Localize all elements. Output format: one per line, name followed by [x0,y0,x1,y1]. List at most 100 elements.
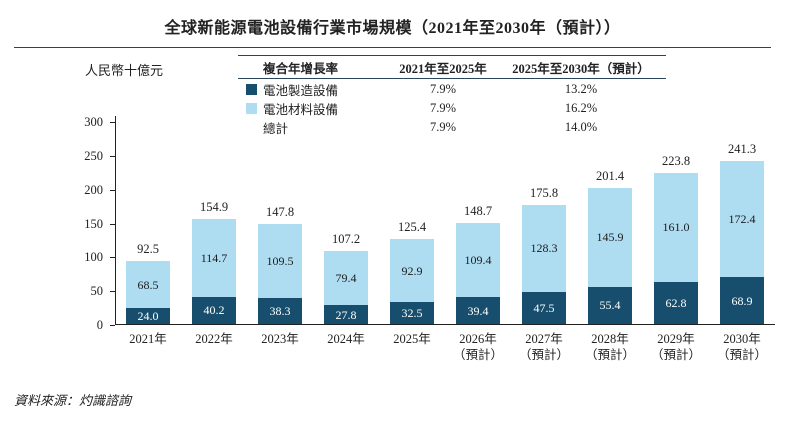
bar-segment-value: 38.3 [269,304,291,319]
source-note: 資料來源：灼識諮詢 [14,393,132,408]
cagr-row-value-1: 7.9% [429,81,457,96]
x-axis-category-label: 2030年 （預計） [716,332,767,362]
plot-area: 24.0 68.5 92.5 40.2 114.7 154.9 38.3 109.5 147.8… [115,122,775,325]
manufacturing-swatch-icon [246,83,257,95]
cagr-row-label: 電池材料設備 [263,102,339,117]
cagr-header-period-1: 2021年至2025年 [399,61,487,76]
cagr-row-value-1: 7.9% [429,100,457,115]
bar-segment-manufacturing: 68.9 [720,277,764,324]
y-axis-tick-mark [110,325,115,326]
y-axis-tick-label: 150 [84,216,103,231]
y-axis-tick-label: 200 [84,182,103,197]
y-axis-tick-mark [110,189,115,191]
bar-segment-value: 172.4 [728,212,756,227]
bar-segment-materials: 145.9 [588,187,632,287]
bar-segment-manufacturing: 32.5 [390,302,434,324]
bar-total-label: 148.7 [463,204,493,219]
y-axis-tick-label: 300 [84,115,103,129]
cagr-table-header: 複合年增長率 2021年至2025年 2025年至2030年（預計） [238,55,666,79]
y-axis-tick-label: 50 [90,284,104,299]
cagr-header-period-2: 2025年至2030年（預計） [512,61,650,76]
bar-segment-value: 55.4 [599,298,621,313]
y-axis-line [115,116,116,325]
y-axis-ticks: 0 50 100 150 200 250 300 [0,115,115,332]
cagr-table: 複合年增長率 2021年至2025年 2025年至2030年（預計） 電池製造設… [238,55,666,136]
bar-segment-value: 68.5 [137,277,159,292]
x-axis-category-label: 2024年 [327,332,365,346]
x-axis-category-label: 2022年 [195,332,233,346]
bar-segment-value: 62.8 [665,295,687,310]
y-axis-tick-label: 100 [84,250,103,265]
bar-segment-materials: 128.3 [522,205,566,292]
bar-segment-value: 92.9 [401,263,423,278]
y-axis-tick-mark [110,291,115,293]
x-axis-category-label: 2025年 [393,332,431,346]
x-axis-labels: 2021年 2022年 2023年 2024年 2025年 2026年 （預計） 2027年（… [115,331,775,367]
bar-total-label: 125.4 [397,220,427,235]
cagr-row-value-2: 13.2% [564,81,598,96]
bar-segment-value: 32.5 [401,306,423,320]
bar-segment-manufacturing: 24.0 [126,307,170,324]
cagr-row-total: 總計 7.9% 14.0% [238,118,666,136]
bar-total-label: 223.8 [661,153,691,168]
bar-segment-value: 79.4 [335,271,357,286]
bar-segment-materials: 114.7 [192,219,236,297]
bar-segment-manufacturing: 40.2 [192,296,236,324]
bar-total-label: 107.2 [331,232,361,247]
y-axis-tick-mark [110,223,115,225]
chart-title: 全球新能源電池設備行業市場規模（2021年至2030年（預計）） [164,20,621,37]
bar-segment-manufacturing: 39.4 [456,297,500,324]
bar-segment-value: 68.9 [731,293,753,308]
bar-segment-materials: 79.4 [324,251,368,306]
bar-segment-manufacturing: 62.8 [654,281,698,324]
bar-segment-value: 24.0 [137,308,159,323]
cagr-row-manufacturing: 電池製造設備 7.9% 13.2% [238,80,666,98]
bar-segment-materials: 92.9 [390,239,434,303]
cagr-row-label: 總計 [263,121,289,136]
bar-total-label: 147.8 [265,205,295,219]
y-axis-tick-label: 250 [84,148,103,163]
bar-segment-value: 145.9 [596,230,624,245]
cagr-row-value-1: 7.9% [429,119,457,134]
cagr-row-materials: 電池材料設備 7.9% 16.2% [238,99,666,117]
bar-total-label: 92.5 [137,242,159,257]
x-axis-category-label: 2029年 （預計） [650,332,701,362]
bar-segment-value: 114.7 [200,251,228,265]
y-axis-tick-label: 0 [96,318,103,332]
bar-segment-value: 47.5 [533,300,555,315]
cagr-row-label: 電池製造設備 [263,83,339,98]
bar-segment-materials: 161.0 [654,172,698,282]
bar-segment-materials: 109.4 [456,223,500,298]
bar-segment-value: 40.2 [203,303,225,318]
y-axis-title: 人民幣十億元 [85,63,164,78]
bar-segment-materials: 109.5 [258,224,302,299]
bar-segment-materials: 68.5 [126,261,170,308]
x-axis-category-label: 2026年 （預計） [452,332,503,362]
bar-segment-manufacturing: 38.3 [258,298,302,324]
materials-swatch-icon [246,102,257,114]
bar-segment-value: 39.4 [467,303,489,318]
bar-segment-materials: 172.4 [720,160,764,278]
y-axis-tick-mark [110,122,115,123]
x-axis-category-label: 2028年 （預計） [584,332,635,362]
bar-segment-value: 109.4 [464,253,492,268]
bar-total-label: 201.4 [595,168,625,183]
bar-segment-value: 161.0 [662,220,690,235]
y-axis-tick-mark [110,155,115,157]
bar-segment-manufacturing: 47.5 [522,291,566,324]
y-axis-tick-mark [110,257,115,259]
title-divider [14,47,771,48]
bar-segment-value: 27.8 [335,307,357,322]
bar-total-label: 154.9 [199,200,229,215]
bar-segment-value: 109.5 [266,254,294,269]
cagr-row-value-2: 16.2% [564,100,598,115]
bar-total-label: 175.8 [529,186,559,201]
bar-segment-manufacturing: 27.8 [324,305,368,324]
bar-segment-value: 128.3 [530,241,558,256]
cagr-row-value-2: 14.0% [564,119,598,134]
x-axis-category-label: 2023年 [261,332,299,346]
x-axis-category-label: 2027年 （預計） [518,332,569,362]
bar-total-label: 241.3 [727,141,757,156]
cagr-header-label: 複合年增長率 [263,61,339,76]
